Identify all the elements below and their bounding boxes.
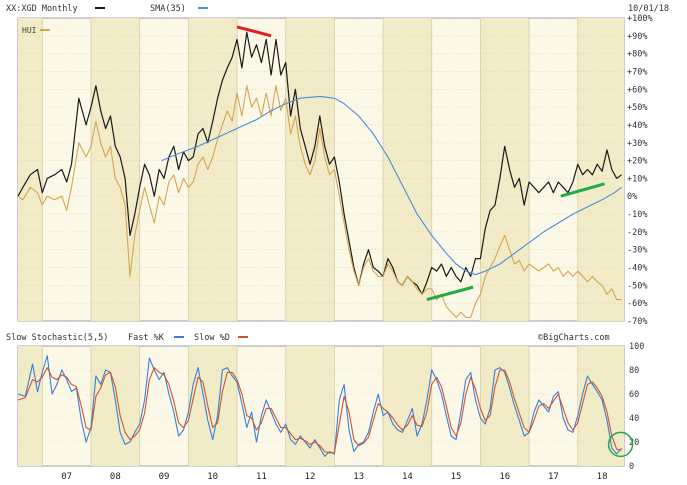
year-stripe xyxy=(480,346,530,466)
fast-k-label: Fast %K xyxy=(128,333,165,343)
year-stripe xyxy=(91,18,140,321)
x-tick-label: 08 xyxy=(110,472,121,482)
slow-d-label: Slow %D xyxy=(194,333,230,343)
stoch-y-axis: 100 80 60 40 20 0 xyxy=(629,342,644,472)
year-stripe xyxy=(91,346,140,466)
stoch-title: Slow Stochastic(5,5) xyxy=(6,333,108,343)
price-y-tick-label: 0% xyxy=(627,192,637,202)
stoch-y-tick-label: 20 xyxy=(629,438,639,448)
bigcharts-watermark: ©BigCharts.com xyxy=(538,333,610,343)
green-circle-annotation xyxy=(607,431,634,458)
x-tick-label: 07 xyxy=(61,472,72,482)
series-line-hui xyxy=(17,85,622,318)
x-tick-label: 09 xyxy=(159,472,170,482)
x-tick-label: 13 xyxy=(353,472,364,482)
year-stripe xyxy=(285,18,335,321)
price-y-axis: +100% +90% +80% +70% +60% +50% +40% +30% +20% +10… xyxy=(627,14,653,327)
price-annotations xyxy=(236,25,605,302)
price-y-tick-label: +80% xyxy=(627,50,647,60)
price-y-tick-label: +60% xyxy=(627,85,647,95)
price-y-tick-label: +100% xyxy=(627,14,653,24)
x-tick-label: 12 xyxy=(305,472,316,482)
price-y-tick-label: +40% xyxy=(627,121,647,131)
x-tick-label: 17 xyxy=(548,472,559,482)
stoch-y-tick-label: 100 xyxy=(629,342,644,352)
price-y-tick-label: +70% xyxy=(627,67,647,77)
stoch-gridlines xyxy=(18,345,624,467)
price-y-tick-label: -60% xyxy=(627,299,647,309)
series-line-sma-35- xyxy=(161,95,622,276)
stoch-year-stripes xyxy=(18,346,624,466)
stoch-y-tick-label: 80 xyxy=(629,366,639,376)
hui-legend: HUI xyxy=(22,26,50,35)
green-trendline xyxy=(560,182,605,198)
price-y-tick-label: +30% xyxy=(627,139,647,149)
year-stripe xyxy=(188,346,238,466)
x-tick-label: 16 xyxy=(499,472,510,482)
x-tick-label: 18 xyxy=(597,472,608,482)
series-line-fast-k xyxy=(17,355,623,457)
price-y-tick-label: -70% xyxy=(627,317,647,327)
x-axis: 07 08 09 10 11 12 13 14 15 16 17 18 xyxy=(61,472,607,482)
price-y-tick-label: -40% xyxy=(627,264,647,274)
sma-legend-label: SMA(35) xyxy=(150,4,186,14)
year-stripe xyxy=(480,18,530,321)
header-date: 10/01/18 xyxy=(628,4,669,14)
price-y-tick-label: +50% xyxy=(627,103,647,113)
x-tick-label: 14 xyxy=(402,472,413,482)
stoch-series xyxy=(17,355,623,457)
series-line-slow-d xyxy=(17,367,622,454)
price-y-tick-label: +20% xyxy=(627,157,647,167)
x-tick-label: 10 xyxy=(207,472,218,482)
price-series xyxy=(17,31,622,318)
year-stripe xyxy=(285,346,335,466)
price-panel: +100% +90% +80% +70% +60% +50% +40% +30% +20% +10… xyxy=(17,14,653,327)
stoch-y-tick-label: 40 xyxy=(629,414,639,424)
x-tick-label: 11 xyxy=(256,472,267,482)
price-y-tick-label: -30% xyxy=(627,246,647,256)
year-stripe xyxy=(18,18,43,321)
stoch-header: Slow Stochastic(5,5) Fast %K Slow %D ©Bi… xyxy=(6,333,610,343)
red-trendline xyxy=(236,25,272,38)
price-y-tick-label: -50% xyxy=(627,281,647,291)
year-stripe xyxy=(577,346,624,466)
top-header: XX:XGD Monthly SMA(35) 10/01/18 xyxy=(6,4,669,14)
green-trendline xyxy=(426,285,474,302)
stoch-panel: 100 80 60 40 20 0 xyxy=(17,342,644,472)
series-line-xx-xgd-monthly xyxy=(17,31,622,295)
price-y-tick-label: +10% xyxy=(627,174,647,184)
stoch-annotations xyxy=(607,431,634,458)
stoch-y-tick-label: 0 xyxy=(629,462,634,472)
stoch-y-tick-label: 60 xyxy=(629,390,639,400)
price-y-tick-label: +90% xyxy=(627,32,647,42)
price-y-tick-label: -20% xyxy=(627,228,647,238)
hui-legend-label: HUI xyxy=(22,26,37,35)
price-year-stripes xyxy=(18,18,624,321)
header-title: XX:XGD Monthly xyxy=(6,4,78,14)
year-stripe xyxy=(383,346,432,466)
price-y-tick-label: -10% xyxy=(627,210,647,220)
year-stripe xyxy=(18,346,43,466)
year-stripe xyxy=(383,18,432,321)
x-tick-label: 15 xyxy=(451,472,462,482)
